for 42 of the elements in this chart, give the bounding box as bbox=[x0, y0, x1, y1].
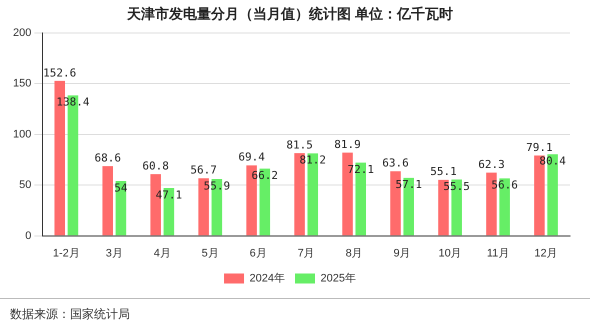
data-label: 55.9 bbox=[204, 179, 230, 192]
data-label: 55.1 bbox=[430, 165, 457, 178]
source-note: 数据来源：国家统计局 bbox=[10, 307, 130, 322]
x-tick-label: 1-2月 bbox=[52, 247, 80, 260]
data-label: 60.8 bbox=[142, 159, 169, 172]
legend-label: 2025年 bbox=[320, 272, 356, 285]
data-label: 56.7 bbox=[190, 164, 217, 177]
data-label: 68.6 bbox=[94, 152, 121, 165]
data-label: 57.1 bbox=[395, 178, 422, 192]
data-label: 66.2 bbox=[252, 168, 278, 182]
data-label: 81.5 bbox=[286, 138, 313, 152]
chart-title: 天津市发电量分月（当月值）统计图 单位：亿千瓦时 bbox=[126, 5, 453, 22]
data-label: 152.6 bbox=[43, 66, 76, 80]
data-label: 55.5 bbox=[443, 180, 470, 193]
x-tick-label: 10月 bbox=[438, 247, 462, 260]
x-tick-label: 11月 bbox=[486, 247, 510, 260]
data-label: 81.2 bbox=[300, 154, 326, 167]
x-tick-label: 8月 bbox=[346, 247, 363, 260]
x-tick-label: 6月 bbox=[250, 247, 267, 260]
y-tick-label: 0 bbox=[25, 230, 32, 242]
x-tick-label: 5月 bbox=[202, 247, 219, 260]
data-label: 62.3 bbox=[478, 158, 505, 171]
legend-label: 2024年 bbox=[250, 272, 286, 285]
data-label: 138.4 bbox=[56, 96, 90, 109]
data-label: 80.4 bbox=[539, 154, 566, 168]
x-tick-label: 12月 bbox=[534, 247, 558, 260]
data-label: 63.6 bbox=[382, 156, 409, 170]
data-label: 47.1 bbox=[156, 188, 182, 202]
y-tick-label: 200 bbox=[12, 26, 32, 39]
data-label: 72.1 bbox=[347, 162, 374, 176]
y-tick-label: 50 bbox=[19, 179, 32, 192]
x-tick-label: 7月 bbox=[298, 247, 315, 260]
data-label: 81.9 bbox=[334, 138, 361, 152]
x-tick-label: 9月 bbox=[394, 247, 411, 260]
y-tick-label: 100 bbox=[12, 128, 32, 140]
x-tick-label: 3月 bbox=[106, 247, 123, 260]
y-tick-label: 150 bbox=[12, 78, 32, 90]
bar bbox=[102, 166, 113, 236]
x-tick-label: 4月 bbox=[154, 247, 171, 260]
data-label: 79.1 bbox=[526, 140, 553, 154]
data-label: 69.4 bbox=[238, 150, 266, 164]
data-label: 56.6 bbox=[491, 178, 518, 192]
